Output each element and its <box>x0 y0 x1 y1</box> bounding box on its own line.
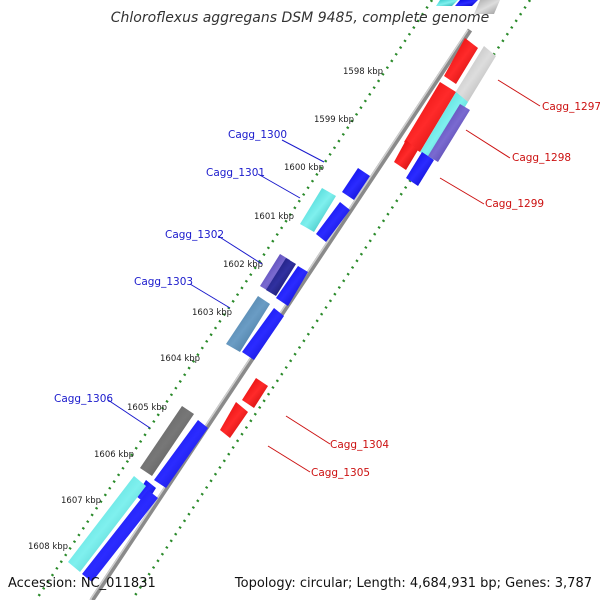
kbp-tick-label: 1603 kbp <box>192 308 232 318</box>
gene-feature-cyan <box>420 92 468 160</box>
gene-feature-blue <box>455 0 478 6</box>
gene-feature-blue <box>136 480 156 504</box>
kbp-ring-inner <box>34 0 434 600</box>
gene-label-cagg-1303[interactable]: Cagg_1303 <box>134 276 193 288</box>
gene-label-cagg-1299[interactable]: Cagg_1299 <box>485 198 544 210</box>
gene-feature-cyan <box>300 188 336 232</box>
kbp-tick-label: 1600 kbp <box>284 163 324 173</box>
gene-feature-red <box>444 38 478 84</box>
gene-feature-cyan <box>68 476 146 572</box>
kbp-tick-label: 1599 kbp <box>314 115 354 125</box>
gene-feature-blue <box>342 168 370 200</box>
kbp-tick-label: 1606 kbp <box>94 450 134 460</box>
gene-feature-red <box>404 82 456 152</box>
gene-feature-cyan <box>436 0 458 6</box>
gene-feature-steel <box>226 296 270 352</box>
accession-text: Accession: NC_011831 <box>8 576 156 591</box>
gene-label-cagg-1298[interactable]: Cagg_1298 <box>512 152 571 164</box>
gene-label-cagg-1297[interactable]: Cagg_1297 <box>542 101 600 113</box>
gene-label-cagg-1302[interactable]: Cagg_1302 <box>165 229 224 241</box>
gene-feature-purple <box>428 104 470 162</box>
gene-feature-red <box>394 140 418 170</box>
gene-feature-grey <box>140 406 194 476</box>
gene-feature-lightgrey <box>474 0 500 14</box>
kbp-tick-label: 1604 kbp <box>160 354 200 364</box>
gene-feature-purple <box>260 254 290 292</box>
gene-feature-blue <box>242 308 284 360</box>
label-connectors <box>107 79 541 473</box>
map-title: Chloroflexus aggregans DSM 9485, complet… <box>111 10 490 26</box>
gene-feature-blue <box>316 202 350 242</box>
gene-feature-blue <box>406 152 434 186</box>
gene-feature-lightgrey <box>455 46 496 102</box>
kbp-tick-label: 1598 kbp <box>343 67 383 77</box>
kbp-tick-label: 1608 kbp <box>28 542 68 552</box>
gene-label-cagg-1300[interactable]: Cagg_1300 <box>228 129 287 141</box>
kbp-tick-label: 1602 kbp <box>223 260 263 270</box>
gene-label-cagg-1305[interactable]: Cagg_1305 <box>311 467 370 479</box>
kbp-tick-label: 1601 kbp <box>254 212 294 222</box>
gene-label-cagg-1304[interactable]: Cagg_1304 <box>330 439 389 451</box>
gene-feature-blue <box>82 490 158 582</box>
gene-feature-navy <box>266 258 296 296</box>
gene-feature-blue <box>276 266 308 306</box>
kbp-tick-label: 1607 kbp <box>61 496 101 506</box>
gene-feature-red <box>242 378 268 408</box>
kbp-tick-label: 1605 kbp <box>127 403 167 413</box>
gene-feature-red <box>220 402 248 438</box>
gene-label-cagg-1306[interactable]: Cagg_1306 <box>54 393 113 405</box>
gene-feature-blue <box>154 420 208 488</box>
genome-summary-text: Topology: circular; Length: 4,684,931 bp… <box>234 576 592 591</box>
gene-label-cagg-1301[interactable]: Cagg_1301 <box>206 167 265 179</box>
